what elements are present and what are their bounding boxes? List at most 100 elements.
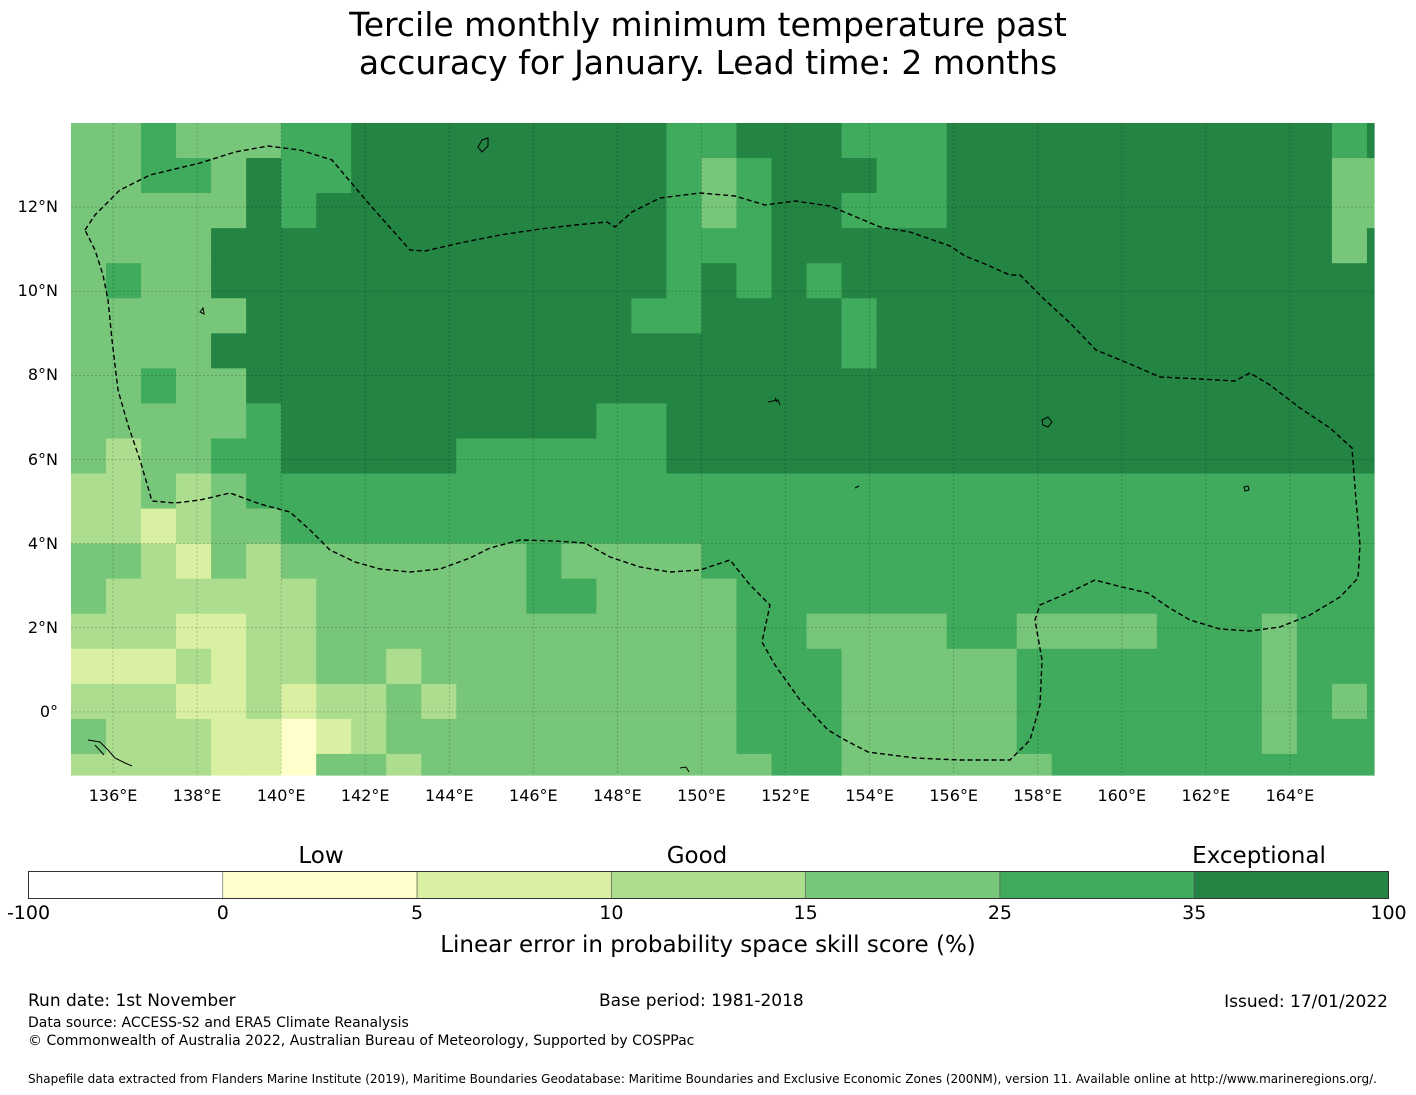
grid-cell — [421, 613, 457, 650]
grid-cell — [631, 473, 668, 510]
grid-cell — [771, 333, 808, 369]
grid-cell — [491, 473, 527, 510]
grid-cell — [1331, 333, 1368, 369]
grid-cell — [71, 123, 107, 159]
grid-cell — [456, 333, 492, 369]
grid-cell — [876, 438, 913, 475]
grid-cell — [246, 438, 282, 475]
grid-cell — [561, 753, 597, 776]
grid-cell — [1156, 403, 1193, 440]
grid-cell — [946, 298, 983, 334]
grid-cell — [841, 753, 878, 776]
grid-cell — [1296, 438, 1333, 475]
grid-cell — [1121, 753, 1158, 776]
grid-cell — [106, 613, 142, 650]
grid-cell — [876, 578, 913, 615]
data-source: Data source: ACCESS-S2 and ERA5 Climate … — [28, 1015, 409, 1031]
grid-cell — [106, 438, 142, 475]
grid-cell — [771, 193, 808, 229]
longitude-label: 140°E — [256, 786, 306, 805]
grid-cell — [631, 123, 668, 159]
grid-cell — [1016, 438, 1053, 475]
grid-cell — [1121, 438, 1158, 475]
grid-cell — [456, 613, 492, 650]
grid-cell — [666, 298, 703, 334]
grid-cell — [596, 263, 633, 299]
grid-cell — [1156, 438, 1193, 475]
grid-cell — [561, 718, 597, 755]
grid-cell — [911, 158, 948, 194]
grid-cell — [526, 648, 562, 685]
band-label-exceptional: Exceptional — [1192, 843, 1326, 869]
grid-cell — [1121, 543, 1158, 580]
grid-cell — [211, 718, 247, 755]
latitude-label: 6°N — [27, 449, 58, 469]
grid-cell — [456, 193, 492, 229]
grid-cell — [946, 438, 983, 475]
grid-cell — [1331, 718, 1368, 755]
grid-cell — [246, 228, 282, 264]
grid-cell — [526, 508, 562, 545]
grid-cell — [596, 298, 633, 334]
grid-cell — [1156, 543, 1193, 580]
grid-cell — [1261, 683, 1298, 720]
grid-cell — [211, 158, 247, 194]
grid-cell — [491, 438, 527, 475]
grid-cell — [246, 333, 282, 369]
grid-cell — [176, 543, 212, 580]
grid-cell — [806, 193, 843, 229]
grid-cell — [666, 368, 703, 405]
grid-cell — [106, 508, 142, 545]
grid-cell — [1156, 368, 1193, 405]
grid-cell — [911, 403, 948, 440]
title-line-1: Tercile monthly minimum temperature past — [349, 5, 1067, 44]
grid-cell — [1331, 683, 1368, 720]
grid-cell — [946, 123, 983, 159]
grid-cell — [1226, 158, 1263, 194]
grid-cell — [736, 473, 773, 510]
grid-cell — [1156, 263, 1193, 299]
grid-cell — [666, 333, 703, 369]
chart-title: Tercile monthly minimum temperature past… — [0, 6, 1416, 82]
latitude-label: 12°N — [17, 197, 58, 217]
grid-cell — [211, 193, 247, 229]
ngulu-atoll — [854, 485, 860, 489]
grid-cell — [1261, 333, 1298, 369]
grid-cell — [1121, 228, 1158, 264]
grid-cell — [806, 718, 843, 755]
grid-cell — [701, 403, 738, 440]
grid-cell — [491, 578, 527, 615]
grid-cell — [596, 718, 633, 755]
grid-cell — [1261, 718, 1298, 755]
grid-cell — [771, 473, 808, 510]
grid-cell — [701, 753, 738, 776]
grid-cell — [141, 333, 177, 369]
latitude-label: 2°N — [27, 617, 58, 637]
grid-cell — [736, 263, 773, 299]
grid-cell — [1261, 753, 1298, 776]
grid-cell — [806, 683, 843, 720]
grid-cell — [141, 298, 177, 334]
grid-cell — [1331, 473, 1368, 510]
grid-cell — [596, 648, 633, 685]
grid-cell — [351, 613, 387, 650]
grid-cell — [631, 368, 668, 405]
grid-cell — [421, 403, 457, 440]
grid-cell — [1226, 683, 1263, 720]
grid-cell — [1331, 228, 1368, 264]
grid-cell — [106, 298, 142, 334]
grid-cell — [421, 158, 457, 194]
grid-cell — [1051, 753, 1088, 776]
grid-cell — [1331, 403, 1368, 440]
longitude-label: 148°E — [593, 786, 642, 805]
grid-cell — [176, 158, 212, 194]
grid-cell — [1016, 578, 1053, 615]
grid-cell — [736, 648, 773, 685]
grid-cell — [351, 543, 387, 580]
longitude-label: 158°E — [1013, 786, 1063, 805]
grid-cell — [386, 158, 422, 194]
grid-cell — [1051, 368, 1088, 405]
grid-cell — [421, 298, 457, 334]
grid-cell — [176, 718, 212, 755]
grid-cell — [316, 368, 352, 405]
